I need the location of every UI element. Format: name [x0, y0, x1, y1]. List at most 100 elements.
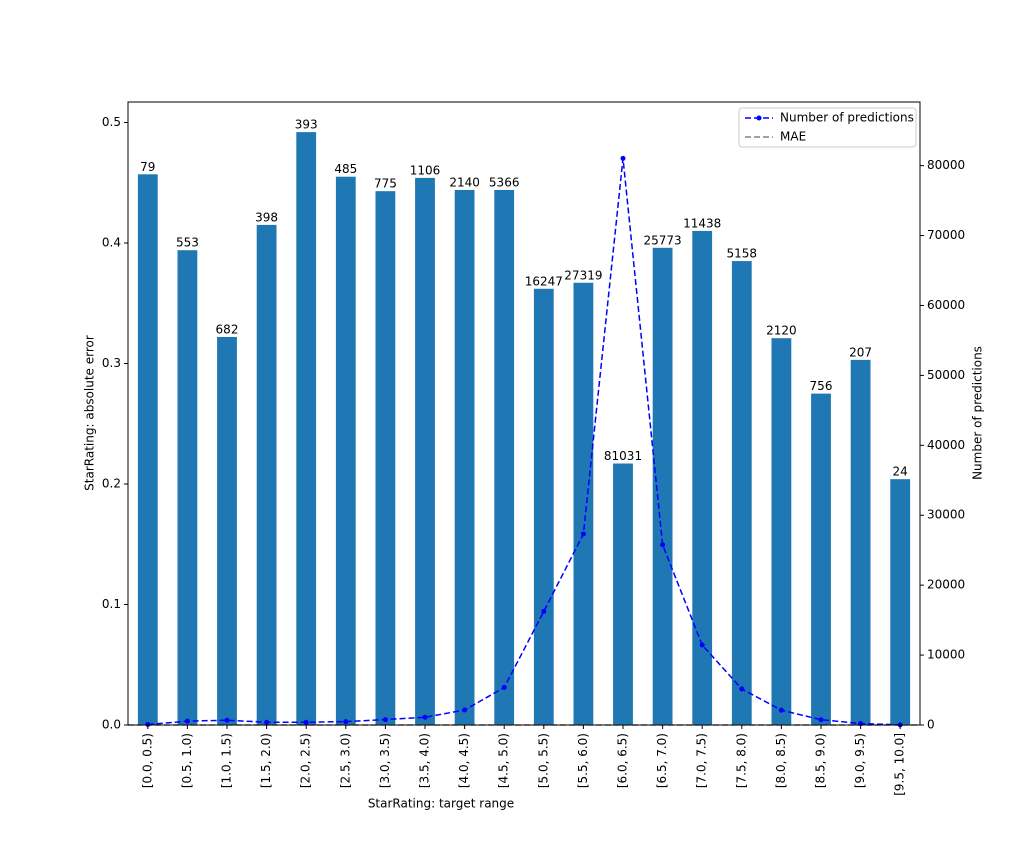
bar — [573, 282, 594, 725]
x-tick-label: [7.5, 8.0) — [734, 733, 748, 788]
y2-tick-label: 10000 — [927, 648, 965, 662]
x-tick-label: [4.0, 4.5) — [457, 733, 471, 788]
y-tick-label: 0.5 — [102, 115, 121, 129]
y2-tick-label: 0 — [927, 718, 935, 732]
count-point — [303, 719, 309, 725]
data-label: 16247 — [525, 274, 563, 288]
count-point — [422, 714, 428, 720]
count-point — [145, 721, 151, 727]
count-point — [264, 719, 270, 725]
data-label: 1106 — [410, 163, 441, 177]
x-tick-label: [0.5, 1.0) — [180, 733, 194, 788]
data-label: 393 — [295, 118, 318, 132]
x-tick-label: [0.0, 0.5) — [140, 733, 154, 788]
data-label: 553 — [176, 236, 199, 250]
y2-tick-label: 70000 — [927, 228, 965, 242]
bar — [613, 463, 633, 725]
bar — [137, 174, 158, 725]
bar — [494, 189, 515, 726]
legend-label: Number of predictions — [780, 111, 914, 125]
data-label: 207 — [849, 345, 872, 359]
data-label: 398 — [255, 210, 278, 224]
data-label: 682 — [216, 322, 239, 336]
count-point — [739, 686, 745, 692]
count-point — [778, 707, 784, 713]
x-tick-label: [1.5, 2.0) — [259, 733, 273, 788]
y2-tick-label: 80000 — [927, 158, 965, 172]
legend-label: MAE — [780, 130, 806, 144]
count-point — [660, 542, 666, 548]
count-point — [580, 531, 586, 537]
y2-tick-label: 50000 — [927, 368, 965, 382]
bar — [652, 247, 673, 725]
count-point — [541, 608, 547, 614]
data-label: 79 — [140, 160, 155, 174]
data-label: 81031 — [604, 449, 642, 463]
count-point — [382, 717, 388, 723]
bar — [811, 393, 831, 725]
plot-frame — [127, 101, 921, 726]
bar — [177, 250, 198, 725]
y-tick-label: 0.2 — [102, 476, 121, 490]
data-label: 2140 — [449, 175, 480, 189]
data-label: 2120 — [766, 324, 797, 338]
x-tick-label: [8.5, 9.0) — [814, 733, 828, 788]
y2-tick-label: 30000 — [927, 508, 965, 522]
count-point — [501, 684, 507, 690]
data-label: 11438 — [683, 216, 721, 230]
y2-tick-label: 40000 — [927, 438, 965, 452]
data-label: 24 — [893, 465, 908, 479]
data-label: 5158 — [727, 247, 758, 261]
x-tick-label: [9.0, 9.5) — [853, 733, 867, 788]
x-tick-label: [6.0, 6.5) — [616, 733, 630, 788]
bar — [692, 230, 713, 725]
y-axis-label: StarRating: absolute error — [83, 335, 97, 491]
x-tick-label: [7.0, 7.5) — [695, 733, 709, 788]
bar — [415, 177, 435, 726]
y-tick-label: 0.4 — [102, 235, 121, 249]
data-label: 5366 — [489, 175, 520, 189]
count-point — [184, 718, 190, 724]
x-tick-label: [6.5, 7.0) — [655, 733, 669, 788]
count-point — [224, 717, 230, 723]
x-tick-label: [1.0, 1.5) — [220, 733, 234, 788]
legend-marker — [756, 115, 762, 121]
count-point — [343, 719, 349, 725]
y-tick-label: 0.0 — [102, 718, 121, 732]
x-tick-label: [2.5, 3.0) — [338, 733, 352, 788]
x-tick-label: [5.5, 6.0) — [576, 733, 590, 788]
count-line — [147, 158, 901, 726]
y-tick-label: 0.1 — [102, 597, 121, 611]
y-tick-label: 0.3 — [102, 356, 121, 370]
y2-tick-label: 20000 — [927, 578, 965, 592]
bar — [771, 338, 792, 725]
data-label: 485 — [334, 162, 357, 176]
bar — [890, 479, 911, 725]
x-tick-label: [3.0, 3.5) — [378, 733, 392, 788]
bar — [335, 176, 356, 725]
data-label: 756 — [810, 379, 833, 393]
data-label: 25773 — [644, 233, 682, 247]
x-axis-label: StarRating: target range — [368, 797, 514, 811]
count-point — [462, 707, 468, 713]
count-point — [818, 717, 824, 723]
bar — [375, 191, 396, 726]
x-tick-label: [8.0, 8.5) — [774, 733, 788, 788]
count-point — [620, 155, 626, 161]
x-tick-label: [4.5, 5.0) — [497, 733, 511, 788]
x-tick-label: [3.5, 4.0) — [418, 733, 432, 788]
bar — [533, 288, 554, 725]
bar — [454, 189, 475, 726]
count-point — [699, 642, 705, 648]
legend-box — [738, 107, 917, 148]
bar — [256, 224, 277, 725]
y2-tick-label: 60000 — [927, 298, 965, 312]
data-label: 27319 — [564, 268, 602, 282]
x-tick-label: [2.0, 2.5) — [299, 733, 313, 788]
bar — [731, 261, 752, 725]
y2-axis-label: Number of predictions — [971, 346, 985, 480]
x-tick-label: [9.5, 10.0] — [893, 733, 907, 796]
data-label: 775 — [374, 177, 397, 191]
bar — [296, 132, 317, 725]
